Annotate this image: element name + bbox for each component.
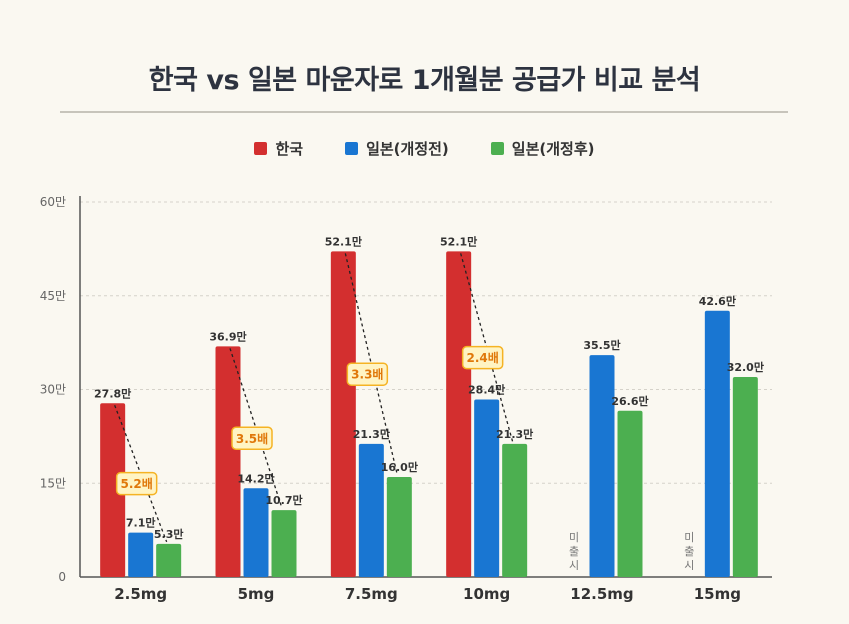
not-released-label: 미 (684, 531, 694, 544)
legend-label-korea: 한국 (275, 140, 304, 158)
legend-item-japan-before: 일본(개정전) (345, 138, 449, 159)
x-tick-label: 7.5mg (345, 585, 398, 603)
bar-japan-before (474, 399, 500, 577)
not-released-label: 시 (569, 559, 579, 572)
legend-swatch-japan-after (490, 142, 504, 155)
data-label: 35.5만 (583, 338, 620, 352)
ratio-label: 3.3배 (351, 367, 383, 382)
data-label: 42.6만 (699, 294, 736, 308)
bar-korea (100, 403, 126, 577)
title-divider (60, 111, 788, 113)
chart-title: 한국 vs 일본 마운자로 1개월분 공급가 비교 분석 (148, 65, 701, 96)
not-released-label: 출 (684, 545, 694, 558)
data-label: 21.3만 (353, 427, 390, 441)
bar-korea (446, 251, 472, 577)
legend-swatch-korea (254, 142, 268, 155)
data-label: 27.8만 (94, 386, 131, 400)
legend-swatch-japan-before (345, 142, 359, 155)
data-label: 26.6만 (611, 394, 648, 408)
ratio-label: 2.4배 (467, 350, 499, 365)
bar-korea (330, 251, 356, 577)
y-tick-label: 60만 (40, 195, 66, 209)
ratio-badge (346, 362, 389, 386)
legend-item-korea: 한국 (254, 138, 303, 159)
data-label: 10.7만 (265, 493, 302, 507)
legend: 한국 일본(개정전) 일본(개정후) (0, 138, 849, 159)
data-label: 5.3만 (154, 527, 184, 541)
x-tick-label: 2.5mg (114, 585, 167, 603)
bar-japan-before (128, 532, 154, 577)
bar-japan-after (502, 443, 528, 577)
data-label: 16.0만 (381, 460, 418, 474)
bar-korea (215, 346, 241, 577)
data-label: 7.1만 (126, 516, 156, 530)
data-label: 32.0만 (727, 360, 764, 374)
bar-japan-before (589, 355, 615, 577)
bar-japan-after (732, 377, 758, 577)
legend-label-japan-before: 일본(개정전) (366, 140, 449, 158)
y-tick-label: 45만 (40, 289, 66, 303)
legend-item-japan-after: 일본(개정후) (490, 138, 595, 159)
bar-japan-after (386, 477, 412, 577)
ratio-badge (115, 471, 158, 496)
x-tick-label: 5mg (238, 585, 275, 603)
x-tick-label: 15mg (694, 585, 741, 603)
data-label: 36.9만 (209, 329, 246, 343)
ratio-badge (231, 426, 273, 450)
ratio-connector (344, 253, 398, 476)
y-tick-label: 15만 (40, 476, 66, 490)
data-label: 52.1만 (325, 234, 362, 248)
bar-japan-after (156, 543, 182, 577)
bar-japan-before (704, 310, 730, 577)
x-tick-label: 10mg (463, 585, 510, 603)
y-tick-label: 0 (58, 570, 66, 584)
bar-japan-before (358, 443, 384, 577)
ratio-label: 5.2배 (121, 476, 153, 491)
y-tick-label: 30만 (40, 383, 66, 397)
x-tick-label: 12.5mg (570, 585, 633, 603)
not-released-label: 미 (569, 531, 579, 544)
data-label: 28.4만 (468, 383, 505, 397)
not-released-label: 시 (684, 559, 694, 572)
data-label: 14.2만 (237, 471, 274, 485)
bar-japan-after (271, 510, 297, 577)
data-label: 52.1만 (440, 234, 477, 248)
ratio-badge (461, 345, 504, 370)
data-label: 21.3만 (496, 427, 533, 441)
bar-japan-before (243, 488, 269, 577)
not-released-label: 출 (569, 545, 579, 558)
ratio-label: 3.5배 (236, 431, 268, 446)
bar-japan-after (617, 410, 643, 577)
legend-label-japan-after: 일본(개정후) (511, 140, 595, 158)
